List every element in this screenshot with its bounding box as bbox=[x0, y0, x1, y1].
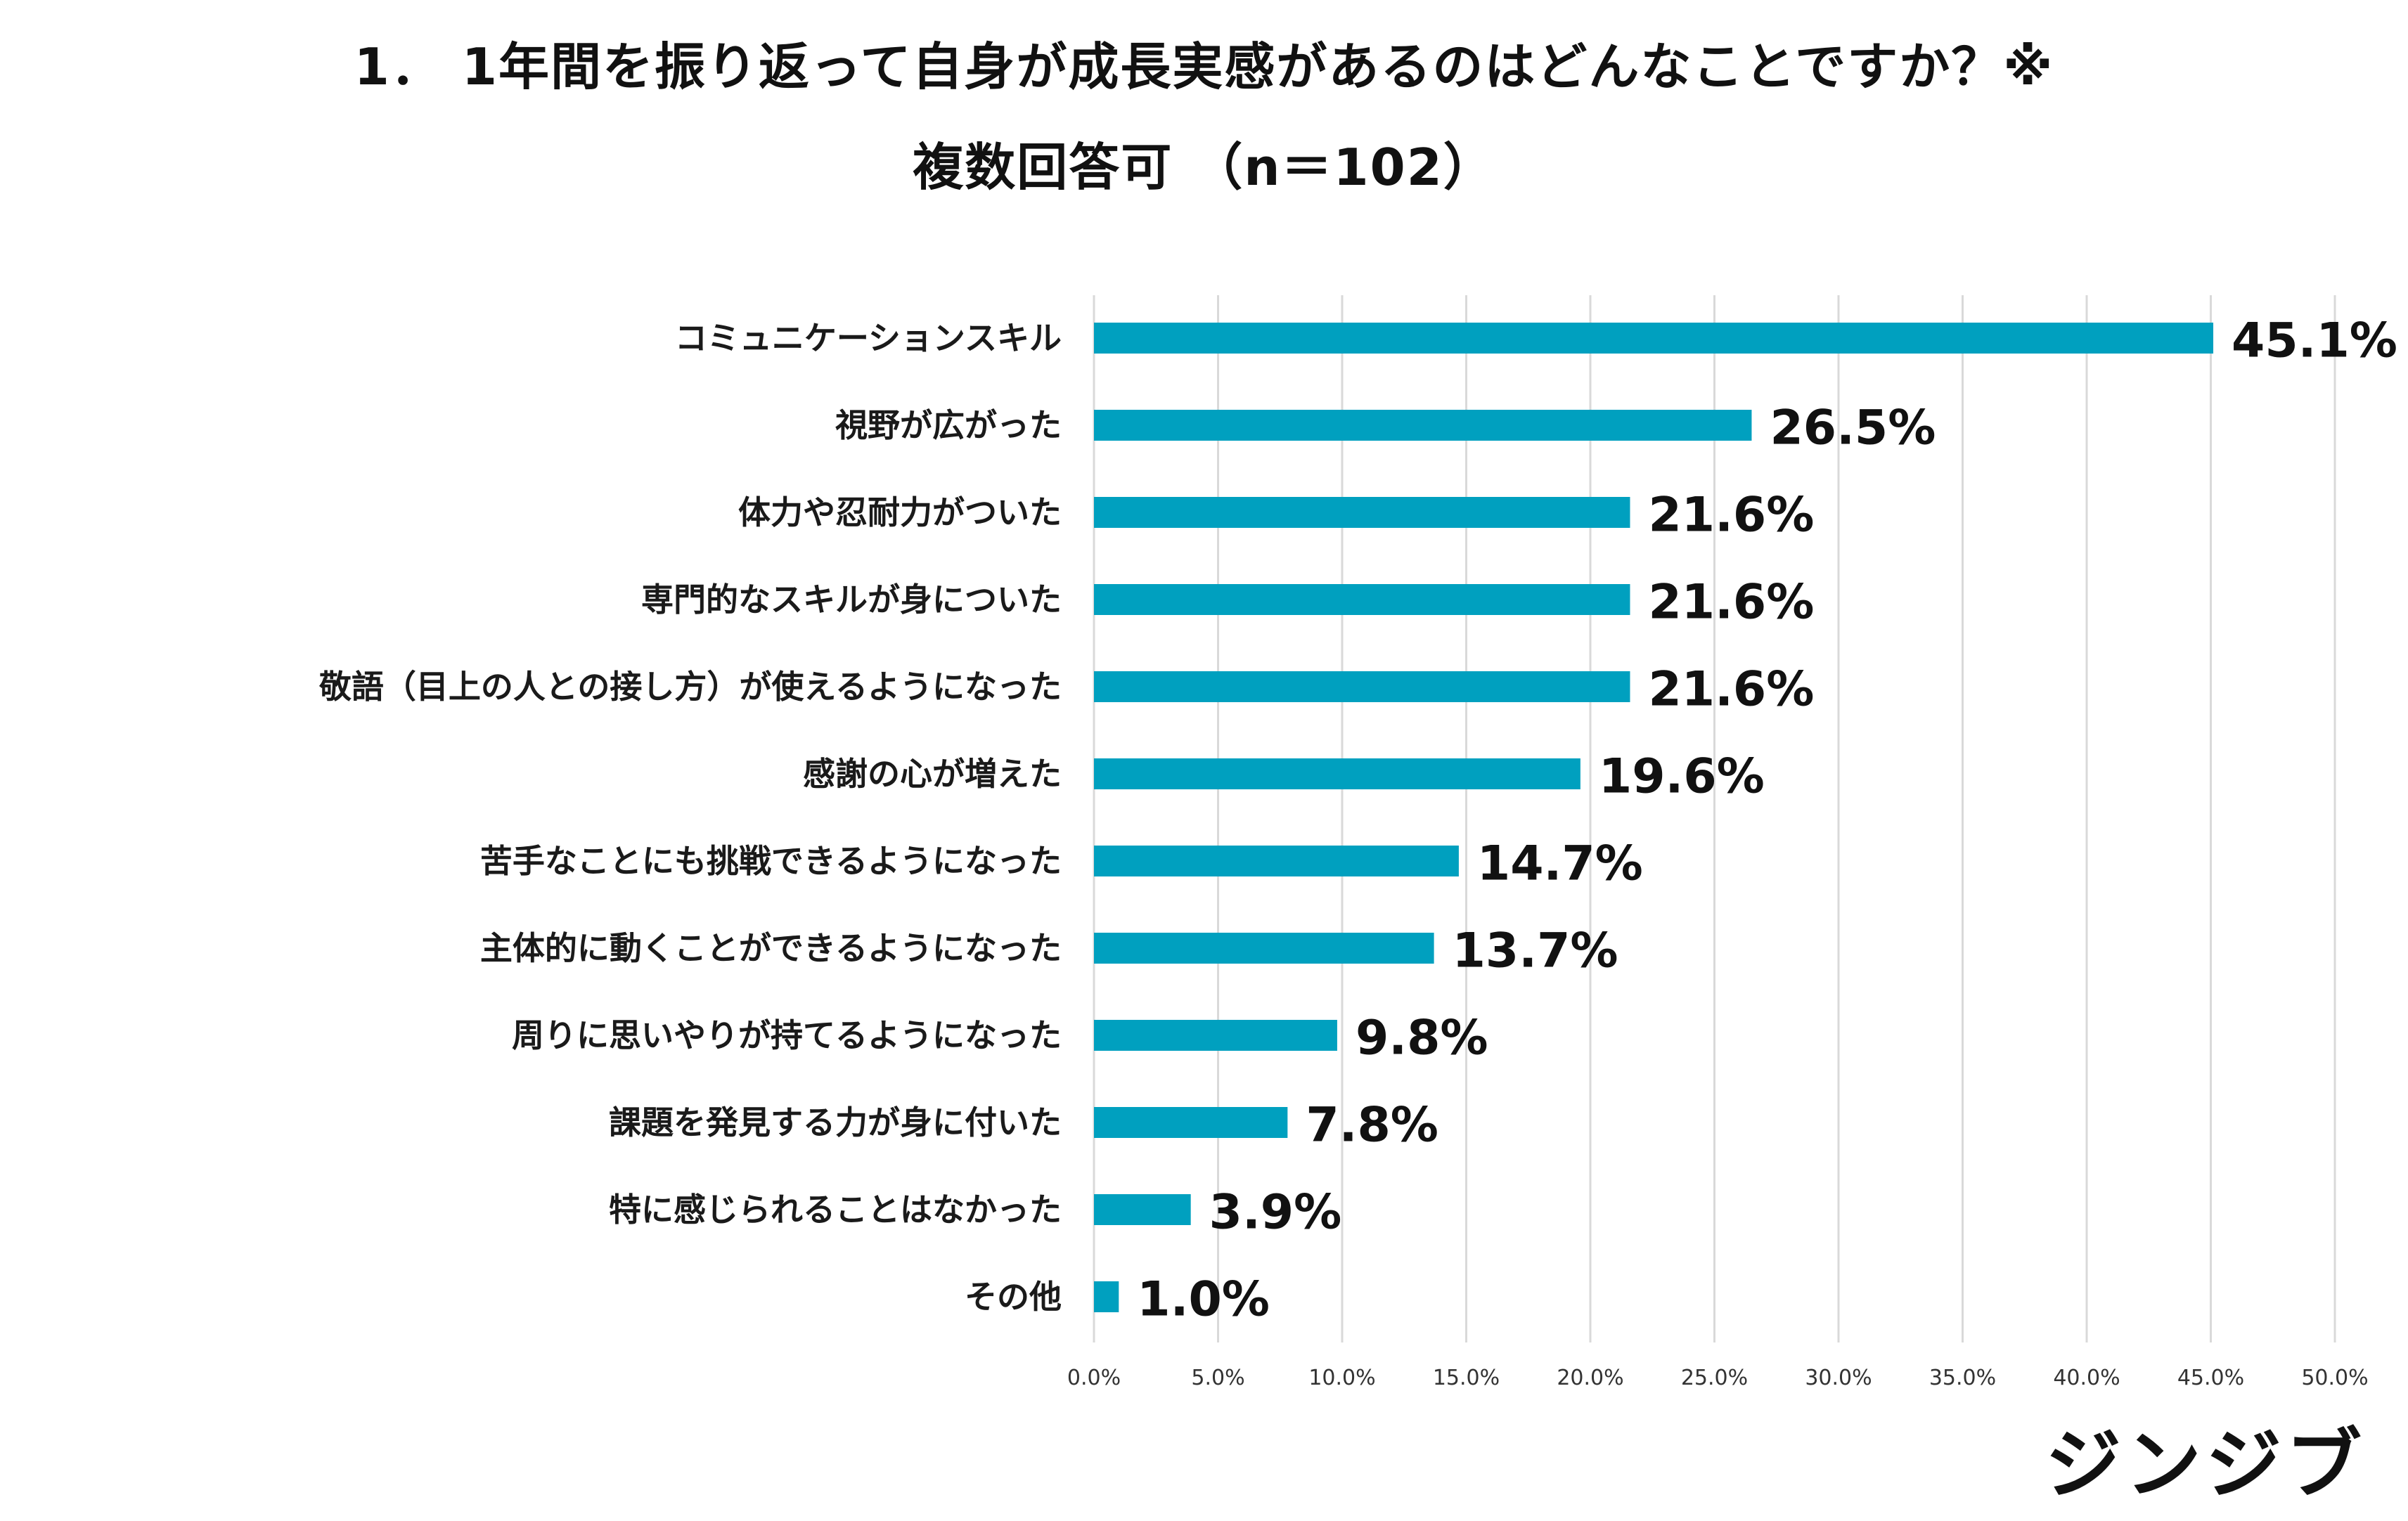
category-label: コミュニケーションスキル bbox=[675, 319, 1062, 357]
category-label: 苦手なことにも挑戦できるようになった bbox=[480, 842, 1062, 880]
chart-title-line-1: 1． 1年間を振り返って自身が成長実感があるのはどんなことですか？※ bbox=[354, 37, 2054, 96]
value-label: 3.9% bbox=[1209, 1185, 1342, 1241]
x-tick-label: 20.0% bbox=[1557, 1366, 1623, 1390]
category-label: 主体的に動くことができるようになった bbox=[480, 929, 1062, 967]
x-tick-label: 35.0% bbox=[1929, 1366, 1996, 1390]
value-labels: 45.1% 26.5% 21.6% 21.6% 21.6% 19.6% 14.7% 13.7%… bbox=[1137, 313, 2397, 1328]
x-tick-label: 30.0% bbox=[1805, 1366, 1872, 1390]
x-tick-label: 0.0% bbox=[1067, 1366, 1121, 1390]
x-tick-label: 15.0% bbox=[1433, 1366, 1500, 1390]
value-label: 13.7% bbox=[1453, 924, 1618, 979]
x-tick-label: 50.0% bbox=[2301, 1366, 2368, 1390]
bar bbox=[1094, 497, 1630, 528]
value-label: 45.1% bbox=[2232, 313, 2397, 369]
value-label: 21.6% bbox=[1648, 662, 1814, 718]
value-label: 14.7% bbox=[1477, 836, 1643, 892]
x-tick-label: 25.0% bbox=[1681, 1366, 1748, 1390]
bar bbox=[1094, 323, 2214, 354]
value-label: 19.6% bbox=[1599, 749, 1765, 805]
value-label: 9.8% bbox=[1356, 1011, 1488, 1066]
category-label: 体力や忍耐力がついた bbox=[738, 493, 1062, 531]
category-label: 敬語（目上の人との接し方）が使えるようになった bbox=[318, 668, 1062, 706]
value-label: 1.0% bbox=[1137, 1272, 1270, 1328]
bar bbox=[1094, 933, 1434, 964]
value-label: 21.6% bbox=[1648, 575, 1814, 630]
bar bbox=[1094, 584, 1630, 615]
category-label: 周りに思いやりが持てるようになった bbox=[512, 1016, 1062, 1054]
x-tick-label: 10.0% bbox=[1308, 1366, 1375, 1390]
category-label: 視野が広がった bbox=[835, 406, 1062, 444]
category-labels: コミュニケーションスキル視野が広がった体力や忍耐力がついた専門的なスキルが身につ… bbox=[318, 319, 1062, 1316]
category-label: 感謝の心が増えた bbox=[803, 755, 1062, 793]
chart-title-line-2: 複数回答可 （n＝102） bbox=[913, 138, 1495, 197]
bar bbox=[1094, 758, 1580, 789]
value-label: 26.5% bbox=[1770, 401, 1936, 456]
value-label: 7.8% bbox=[1306, 1098, 1438, 1153]
bar bbox=[1094, 846, 1459, 876]
x-tick-label: 5.0% bbox=[1191, 1366, 1244, 1390]
x-tick-label: 45.0% bbox=[2177, 1366, 2244, 1390]
bar bbox=[1094, 1281, 1119, 1312]
bar bbox=[1094, 1020, 1337, 1051]
x-axis-tick-labels: 0.0% 5.0% 10.0% 15.0% 20.0% 25.0% 30.0% 35.0% 40… bbox=[1067, 1366, 2369, 1390]
bar bbox=[1094, 410, 1752, 441]
bar bbox=[1094, 671, 1630, 702]
bar bbox=[1094, 1194, 1191, 1225]
x-tick-label: 40.0% bbox=[2053, 1366, 2120, 1390]
category-label: その他 bbox=[965, 1278, 1062, 1316]
category-label: 特に感じられることはなかった bbox=[609, 1191, 1062, 1229]
category-label: 専門的なスキルが身についた bbox=[641, 581, 1062, 619]
value-label: 21.6% bbox=[1648, 488, 1814, 543]
category-label: 課題を発見する力が身に付いた bbox=[609, 1103, 1062, 1141]
jinjib-logo: ジンジブ bbox=[2045, 1421, 2366, 1509]
bars bbox=[1094, 323, 2214, 1312]
grid-lines bbox=[1093, 295, 2336, 1342]
bar bbox=[1094, 1107, 1288, 1138]
